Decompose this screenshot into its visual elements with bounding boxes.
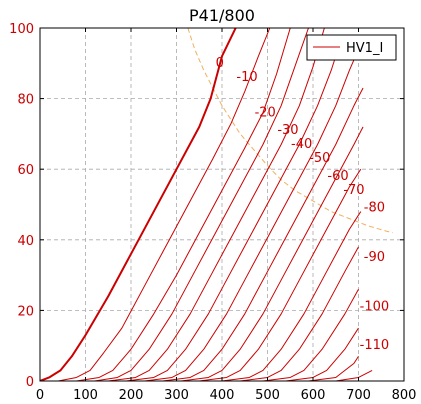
legend-label: HV1_I [346, 41, 383, 56]
y-tick-label: 100 [9, 22, 34, 37]
y-tick-label: 20 [17, 304, 34, 319]
x-tick-label: 600 [301, 388, 326, 403]
curve-label: -100 [360, 299, 390, 314]
dissipation-curve [187, 27, 393, 234]
x-tick-label: 0 [36, 388, 44, 403]
dissipation-line [187, 27, 393, 234]
y-tick-label: 0 [26, 375, 34, 390]
curve--100 [221, 211, 362, 381]
x-tick-label: 800 [392, 388, 417, 403]
curve--20 [76, 28, 291, 381]
x-tick-label: 300 [164, 388, 189, 403]
curve-0 [40, 28, 237, 381]
curve-label: -10 [236, 70, 257, 85]
curve-label: -70 [343, 183, 364, 198]
curve--50 [126, 41, 341, 381]
curve-labels: 0 -10 -20-30-40-50 -60-70-80 -90 -100 -110 [216, 56, 390, 353]
curve-label: -30 [277, 123, 298, 138]
legend-box [306, 34, 397, 61]
curve--30 [94, 28, 309, 381]
curve--80 [180, 126, 364, 381]
curve--40 [108, 28, 325, 381]
y-tick-label: 80 [17, 93, 34, 108]
curve--90 [199, 168, 362, 381]
curve-label: 0 [216, 56, 224, 71]
x-tick-label: 700 [346, 388, 371, 403]
curve-label: -50 [309, 151, 330, 166]
curve-label: -80 [364, 201, 385, 216]
chart-title: P41/800 [189, 6, 255, 25]
curves [40, 28, 373, 381]
curve--70 [162, 87, 364, 381]
legend: HV1_I [306, 34, 397, 61]
x-tick-label: 200 [119, 388, 144, 403]
curve-label: -110 [360, 338, 390, 353]
curve-unlabeled [262, 288, 359, 381]
x-tick-label: 500 [255, 388, 280, 403]
x-tick-label: 100 [73, 388, 98, 403]
curve-label: -90 [364, 250, 385, 265]
axis-ticks: 0 100 200 300 400 500 600 700 800 0 20 40 60 80 100 [9, 22, 416, 403]
curve-label: -40 [291, 137, 312, 152]
y-tick-label: 60 [17, 163, 34, 178]
curve-label: -20 [255, 105, 276, 120]
curve-unlabeled [285, 327, 359, 381]
curve-unlabeled [308, 356, 359, 381]
x-tick-label: 400 [210, 388, 235, 403]
y-tick-label: 40 [17, 234, 34, 249]
curve--10 [58, 28, 271, 381]
curve--60 [144, 59, 355, 381]
curve-label: -60 [327, 169, 348, 184]
